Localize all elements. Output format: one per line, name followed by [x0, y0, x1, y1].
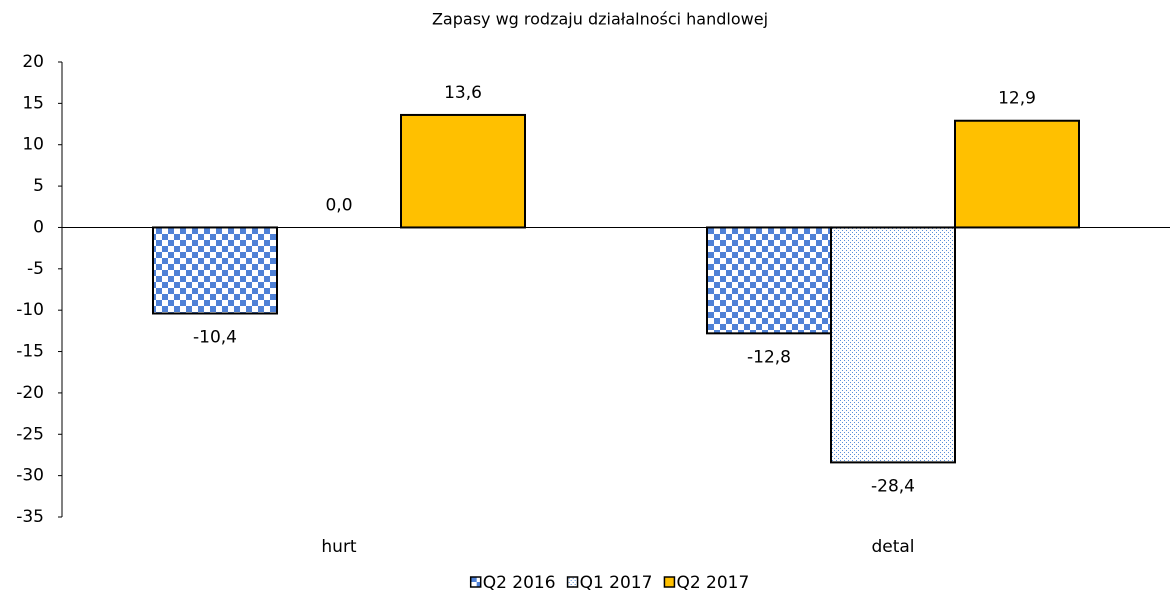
- legend-swatch: [663, 576, 676, 588]
- y-tick-label: -35: [16, 507, 44, 527]
- chart-title: Zapasy wg rodzaju działalności handlowej: [432, 10, 768, 29]
- y-tick-label: 10: [22, 135, 44, 155]
- y-tick-label: -15: [16, 342, 44, 362]
- y-tick-label: -25: [16, 424, 44, 444]
- value-label: 0,0: [325, 195, 352, 215]
- legend-label: Q2 2016: [483, 573, 556, 593]
- value-label: -28,4: [871, 476, 915, 496]
- x-tick-label: hurt: [321, 537, 357, 557]
- bar: [954, 119, 1080, 229]
- y-tick-label: -20: [16, 383, 44, 403]
- y-tick-label: 20: [22, 52, 44, 72]
- y-tick-label: -10: [16, 300, 44, 320]
- y-tick-label: 5: [33, 176, 44, 196]
- value-label: 13,6: [444, 83, 482, 103]
- bar: [400, 113, 526, 229]
- y-tick-label: -30: [16, 466, 44, 486]
- legend-label: Q2 2017: [676, 573, 749, 593]
- value-label: 12,9: [998, 89, 1036, 109]
- legend-swatch: [469, 576, 482, 588]
- legend: Q2 2016 Q1 2017 Q2 2017: [469, 573, 749, 593]
- y-tick-label: -5: [27, 259, 44, 279]
- value-label: -10,4: [193, 327, 237, 347]
- legend-swatch: [566, 576, 579, 588]
- legend-label: Q1 2017: [580, 573, 653, 593]
- y-tick-label: 0: [33, 217, 44, 237]
- bar: [830, 226, 956, 464]
- x-tick-label: detal: [871, 537, 914, 557]
- bar: [706, 226, 832, 335]
- y-tick-label: 15: [22, 93, 44, 113]
- value-label: -12,8: [747, 347, 791, 367]
- bar: [152, 226, 278, 315]
